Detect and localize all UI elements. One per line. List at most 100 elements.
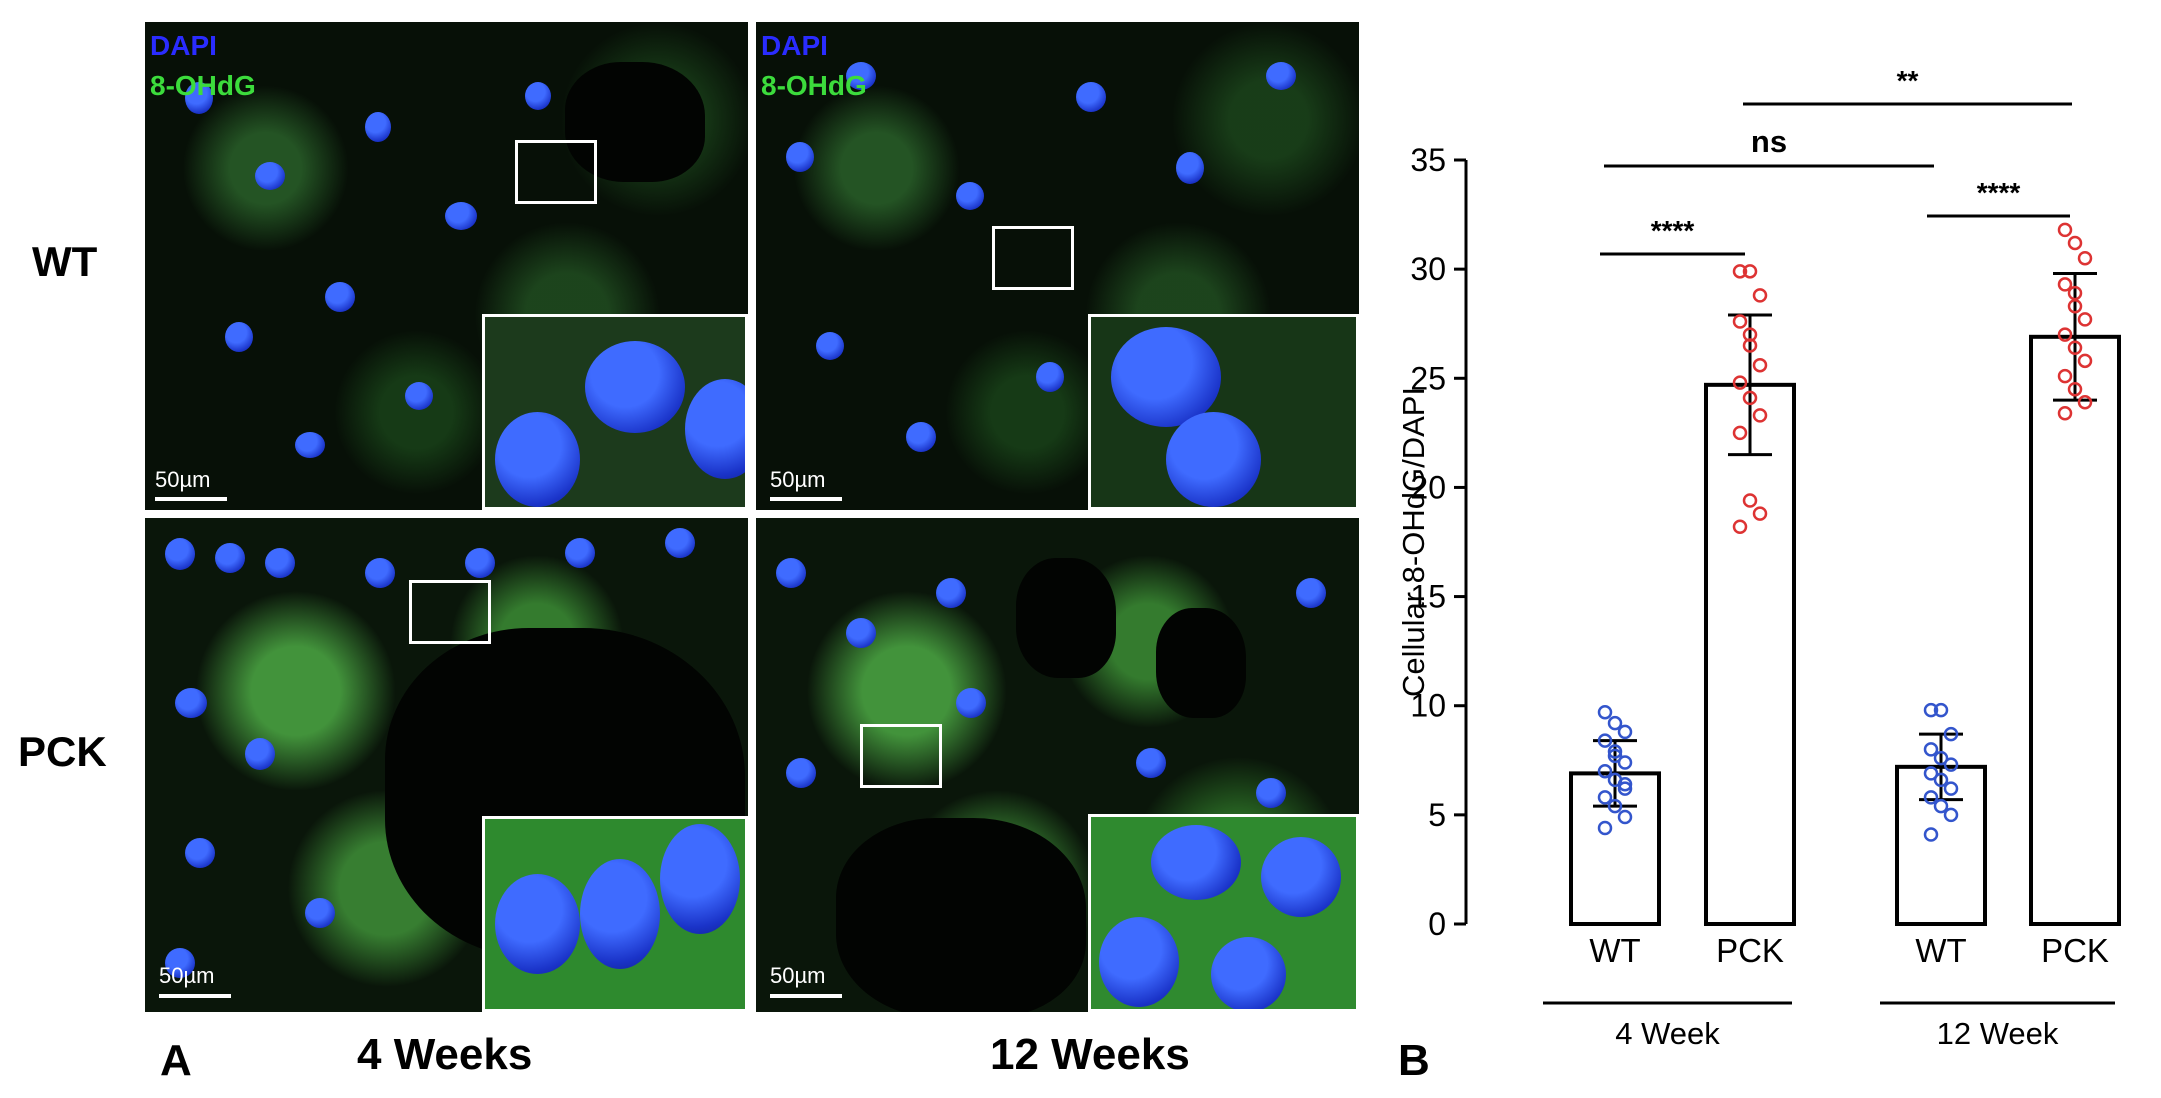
data-point: [1732, 264, 1748, 279]
scale-bar: [770, 994, 842, 998]
data-point: [1752, 288, 1768, 303]
data-point: [1742, 493, 1758, 508]
scale-bar-label: 50µm: [770, 467, 826, 492]
y-tick-label: 20: [1410, 469, 1446, 505]
data-point: [2057, 277, 2073, 292]
scale-bar: [159, 994, 231, 998]
data-point: [2057, 327, 2073, 342]
data-point: [1597, 820, 1613, 836]
data-point: [1943, 726, 1959, 742]
significance-label: ****: [1977, 177, 2021, 208]
scale-bar-label: 50µm: [770, 963, 826, 988]
data-point: [2057, 222, 2073, 238]
y-axis-label: Cellular 8-OHdG/DAPI: [1396, 387, 1431, 697]
y-tick-label: 10: [1410, 688, 1446, 724]
scale-bar: [155, 497, 227, 501]
channel-label-dapi: DAPI: [761, 30, 828, 61]
scale-bar-label: 50µm: [155, 467, 211, 492]
data-point: [2067, 235, 2083, 251]
data-point: [1943, 781, 1959, 796]
data-point: [1597, 790, 1613, 805]
data-point: [2077, 395, 2093, 410]
data-point: [1742, 327, 1758, 342]
panel-letter-a: A: [160, 1036, 192, 1085]
data-point: [1742, 264, 1758, 279]
data-point: [1933, 772, 1949, 788]
data-point: [1617, 809, 1633, 825]
channel-label-dapi: DAPI: [150, 30, 217, 61]
roi-box: [409, 580, 491, 644]
group-label: 4 Week: [1615, 1016, 1720, 1051]
bar: [1895, 764, 1987, 926]
y-tick-label: 0: [1428, 906, 1446, 942]
row-label-wt: WT: [32, 238, 98, 285]
data-point: [1933, 702, 1949, 718]
micrograph-wt-12-weeks: DAPI 8-OHdG 50µm: [756, 22, 1359, 510]
zoom-inset: [482, 816, 748, 1012]
data-point: [1923, 766, 1939, 781]
micrograph-pck-12-weeks: 50µm: [756, 518, 1359, 1012]
data-point: [2077, 353, 2093, 369]
scale-bar-label: 50µm: [159, 963, 215, 988]
roi-box: [515, 140, 597, 204]
x-tick-label: WT: [1589, 932, 1640, 969]
panel-letter-b: B: [1398, 1036, 1430, 1085]
channel-label-8-ohdg: 8-OHdG: [761, 70, 867, 101]
data-point: [1607, 748, 1623, 764]
data-point: [1607, 744, 1623, 759]
data-point: [1933, 750, 1949, 766]
data-point: [1943, 757, 1959, 772]
zoom-inset: [1088, 814, 1359, 1012]
y-tick-label: 5: [1428, 797, 1446, 833]
significance-label: **: [1897, 65, 1919, 96]
data-point: [1607, 715, 1623, 731]
data-point: [1617, 724, 1633, 740]
data-point: [1617, 777, 1633, 792]
y-tick-label: 25: [1410, 360, 1446, 396]
data-point: [1742, 390, 1758, 406]
data-point: [1752, 408, 1768, 423]
x-tick-label: WT: [1915, 932, 1966, 969]
zoom-inset: [482, 314, 748, 510]
data-point: [1617, 755, 1633, 770]
data-point: [1607, 798, 1623, 814]
significance-label: ****: [1651, 215, 1695, 246]
data-point: [1597, 733, 1613, 748]
micrograph-pck-4-weeks: 50µm: [145, 518, 748, 1012]
column-label-12-weeks: 12 Weeks: [990, 1030, 1190, 1079]
row-label-pck: PCK: [18, 728, 107, 775]
data-point: [1943, 807, 1959, 823]
bar: [2029, 334, 2121, 927]
data-point: [1597, 763, 1613, 779]
x-tick-label: PCK: [2041, 932, 2109, 969]
y-tick-label: 15: [1410, 579, 1446, 615]
data-point: [1923, 827, 1939, 842]
roi-box: [992, 226, 1074, 290]
data-point: [2067, 340, 2083, 355]
column-label-4-weeks: 4 Weeks: [357, 1030, 533, 1079]
data-point: [2067, 285, 2083, 301]
scale-bar: [770, 497, 842, 501]
data-point: [2067, 299, 2083, 314]
data-point: [1923, 790, 1939, 805]
data-point: [1732, 519, 1748, 534]
data-point: [1742, 338, 1758, 353]
group-label: 12 Week: [1937, 1016, 2059, 1051]
x-tick-label: PCK: [1716, 932, 1784, 969]
bar: [1569, 771, 1661, 927]
data-point: [1607, 772, 1623, 788]
bar: [1704, 382, 1796, 926]
zoom-inset: [1088, 314, 1359, 510]
data-point: [2077, 312, 2093, 327]
data-point: [1617, 781, 1633, 796]
data-point: [1923, 702, 1939, 718]
data-point: [1752, 506, 1768, 521]
data-point: [1732, 375, 1748, 390]
data-point: [1732, 425, 1748, 441]
data-point: [1752, 357, 1768, 373]
roi-box: [860, 724, 942, 788]
data-point: [1923, 742, 1939, 757]
data-point: [2057, 368, 2073, 384]
data-point: [1732, 314, 1748, 329]
data-point: [2057, 405, 2073, 421]
